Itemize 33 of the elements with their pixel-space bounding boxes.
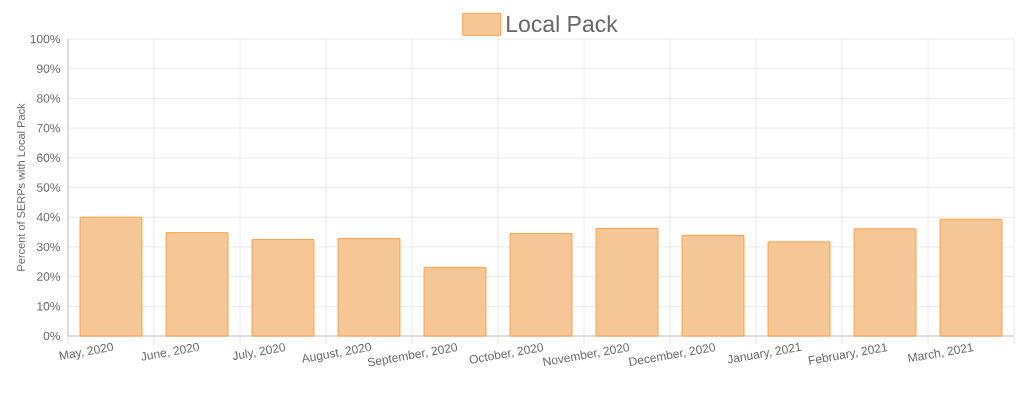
y-tick-label: 50%	[36, 183, 61, 192]
bar	[423, 266, 487, 337]
bar	[853, 228, 917, 337]
y-tick-label: 60%	[37, 153, 61, 163]
bar	[79, 216, 143, 337]
bar	[681, 234, 745, 337]
bar	[595, 227, 659, 337]
x-tick-label: January, 2021	[727, 342, 802, 364]
y-tick-label: 20%	[37, 272, 61, 281]
bar	[509, 233, 573, 337]
y-tick-label: 80%	[36, 94, 61, 103]
y-tick-label: 10%	[37, 302, 61, 311]
legend-label: Local Pack	[507, 15, 618, 33]
y-tick-label: 90%	[37, 64, 61, 73]
x-tick-label: June, 2020	[141, 342, 199, 361]
y-tick-label: 0%	[43, 331, 61, 341]
y-tick-label: 40%	[36, 212, 61, 222]
bar	[165, 232, 229, 337]
bar	[337, 238, 401, 337]
x-tick-label: February, 2021	[808, 343, 888, 365]
x-tick-label: December, 2020	[628, 343, 716, 367]
y-tick-label: 70%	[37, 123, 61, 133]
bar	[939, 218, 1003, 337]
bar	[251, 238, 315, 337]
y-tick-label: 30%	[36, 242, 61, 252]
x-tick-label: October, 2020	[469, 343, 544, 364]
y-axis-title: Percent of SERPs with Local Pack	[16, 103, 25, 271]
bar	[767, 241, 831, 337]
x-tick-label: July, 2020	[232, 343, 286, 360]
x-tick-label: May, 2020	[59, 342, 114, 360]
x-tick-label: March, 2021	[907, 343, 974, 363]
x-tick-label: November, 2020	[542, 343, 630, 367]
y-tick-label: 100%	[30, 34, 61, 44]
